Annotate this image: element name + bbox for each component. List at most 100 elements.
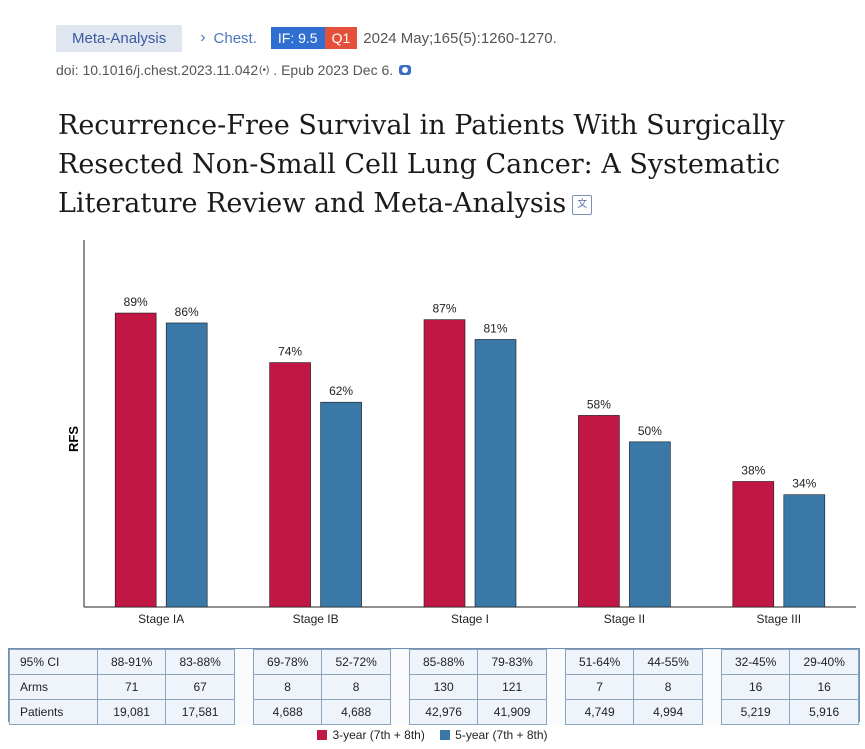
y-axis-label: RFS	[66, 426, 81, 452]
table-cell: 69-78%	[252, 649, 323, 675]
x-tick-label: Stage III	[756, 612, 801, 626]
article-title: Recurrence-Free Survival in Patients Wit…	[58, 106, 858, 223]
table-cell: 41,909	[477, 699, 547, 725]
table-row: Patients 19,081 17,581 4,688 4,688 42,976 41,9…	[9, 699, 859, 725]
legend-item-3-year: 3-year (7th + 8th)	[317, 728, 425, 742]
table-cell: 85-88%	[408, 649, 479, 675]
bar-3yr-stage-ib	[269, 362, 311, 608]
data-label: 89%	[124, 295, 148, 309]
table-gap	[545, 674, 566, 700]
table-cell: 5,219	[720, 699, 791, 725]
legend-swatch-5-year	[440, 730, 451, 740]
data-label: 86%	[175, 305, 199, 319]
legend-label-5-year: 5-year (7th + 8th)	[455, 728, 548, 742]
data-label: 58%	[587, 397, 611, 411]
doi-link[interactable]: doi: 10.1016/j.chest.2023.11.042	[56, 62, 259, 78]
data-label: 87%	[432, 302, 456, 316]
table-gap	[389, 649, 410, 675]
article-title-text: Recurrence-Free Survival in Patients Wit…	[58, 110, 785, 219]
table-cell: 130	[408, 674, 479, 700]
table-cell: 8	[321, 674, 391, 700]
table-gap	[701, 674, 722, 700]
bar-5yr-stage-ii	[629, 441, 671, 608]
chart-labels: 89% 86% Stage IA 74% 62% Stage IB 87% 81% Stage …	[124, 295, 817, 626]
table-cell: 32-45%	[720, 649, 791, 675]
chart-bars	[114, 312, 826, 608]
table-gap	[545, 649, 566, 675]
table-cell: 8	[633, 674, 703, 700]
bar-3yr-stage-ii	[578, 415, 620, 608]
data-label: 50%	[638, 424, 662, 438]
table-cell: 83-88%	[165, 649, 235, 675]
table-cell: 67	[165, 674, 235, 700]
table-gap	[233, 699, 254, 725]
table-cell: 19,081	[96, 699, 167, 725]
table-gap	[701, 699, 722, 725]
quartile-badge: Q1	[324, 27, 358, 49]
bar-3yr-stage-ia	[114, 312, 157, 608]
table-cell: 17,581	[165, 699, 235, 725]
table-gap	[389, 674, 410, 700]
impact-factor-badge: IF: 9.5	[270, 27, 325, 49]
table-row-header: 95% CI	[9, 649, 98, 675]
table-gap	[701, 649, 722, 675]
table-gap	[233, 674, 254, 700]
table-cell: 52-72%	[321, 649, 391, 675]
table-cell: 44-55%	[633, 649, 703, 675]
table-cell: 121	[477, 674, 547, 700]
table-gap	[389, 699, 410, 725]
bar-5yr-stage-ib	[320, 401, 362, 608]
doi-row: doi: 10.1016/j.chest.2023.11.042 (•) . E…	[56, 62, 412, 78]
legend-label-3-year: 3-year (7th + 8th)	[332, 728, 425, 742]
table-row: 95% CI 88-91% 83-88% 69-78% 52-72% 85-88% 79-8…	[9, 649, 859, 675]
data-label: 81%	[483, 321, 507, 335]
translate-icon[interactable]: 文	[572, 194, 593, 215]
table-gap	[545, 699, 566, 725]
statistics-table: 95% CI 88-91% 83-88% 69-78% 52-72% 85-88% 79-8…	[8, 648, 860, 725]
legend-swatch-3-year	[317, 730, 328, 740]
table-row-header: Arms	[9, 674, 98, 700]
journal-name[interactable]: Chest.	[213, 29, 257, 47]
data-label: 62%	[329, 384, 353, 398]
camera-icon[interactable]	[399, 65, 412, 75]
table-gap	[233, 649, 254, 675]
bar-5yr-stage-iii	[783, 494, 826, 608]
table-cell: 8	[252, 674, 323, 700]
x-tick-label: Stage IB	[293, 612, 339, 626]
table-row: Arms 71 67 8 8 130 121 7 8 16 16	[9, 674, 859, 700]
table-cell: 29-40%	[789, 649, 859, 675]
journal-link[interactable]: › Chest.	[200, 29, 257, 47]
epub-date: . Epub 2023 Dec 6.	[273, 62, 394, 78]
data-label: 38%	[741, 463, 765, 477]
table-row-header: Patients	[9, 699, 98, 725]
bar-5yr-stage-i	[474, 339, 517, 608]
table-cell: 4,994	[633, 699, 703, 725]
chart-legend: 3-year (7th + 8th) 5-year (7th + 8th)	[0, 728, 865, 743]
table-cell: 4,749	[564, 699, 635, 725]
table-cell: 88-91%	[96, 649, 167, 675]
chart-axes	[83, 240, 856, 608]
bar-3yr-stage-i	[423, 319, 466, 608]
table-cell: 71	[96, 674, 167, 700]
data-label: 74%	[278, 345, 302, 359]
article-meta-row: Meta-Analysis › Chest. IF: 9.5 Q1 2024 M…	[56, 24, 557, 52]
table-cell: 42,976	[408, 699, 479, 725]
table-cell: 51-64%	[564, 649, 635, 675]
table-cell: 16	[789, 674, 859, 700]
table-cell: 79-83%	[477, 649, 547, 675]
x-tick-label: Stage I	[451, 612, 489, 626]
table-cell: 4,688	[252, 699, 323, 725]
x-tick-label: Stage II	[604, 612, 645, 626]
bar-5yr-stage-ia	[165, 322, 208, 608]
statistics-table-grid: 95% CI 88-91% 83-88% 69-78% 52-72% 85-88% 79-8…	[9, 649, 859, 725]
bar-3yr-stage-iii	[732, 481, 775, 608]
table-cell: 16	[720, 674, 791, 700]
x-tick-label: Stage IA	[138, 612, 184, 626]
legend-item-5-year: 5-year (7th + 8th)	[440, 728, 548, 742]
article-type-tag[interactable]: Meta-Analysis	[56, 24, 183, 52]
table-cell: 7	[564, 674, 635, 700]
table-cell: 5,916	[789, 699, 859, 725]
publication-date: 2024 May;165(5):1260-1270.	[363, 29, 557, 47]
rfs-bar-chart: 89% 86% Stage IA 74% 62% Stage IB 87% 81% Stage …	[66, 240, 856, 626]
chevron-right-icon: ›	[200, 29, 206, 46]
